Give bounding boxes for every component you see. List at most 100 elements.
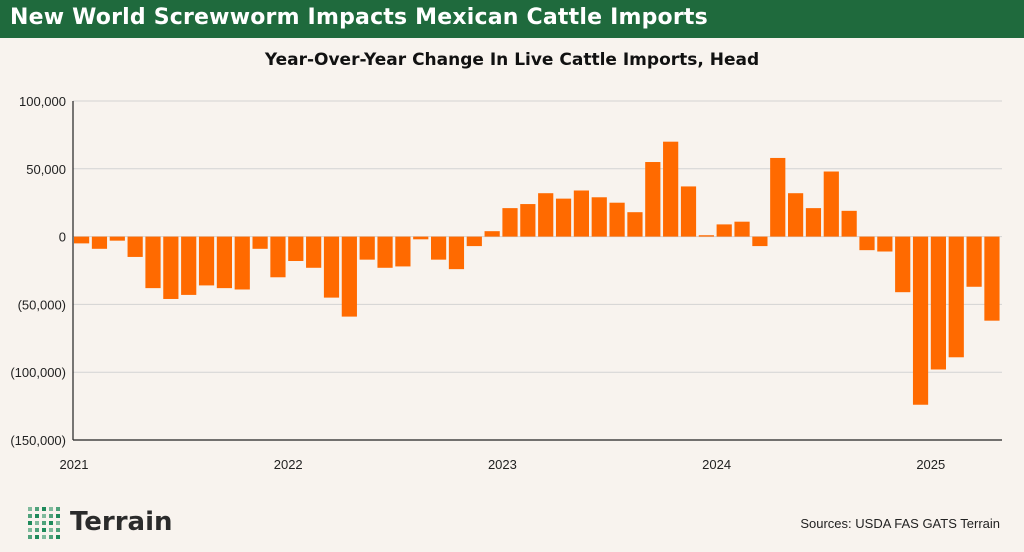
bar — [930, 236, 946, 370]
bar — [841, 210, 857, 237]
bar — [216, 236, 232, 289]
y-tick-label: (50,000) — [18, 297, 66, 312]
bar — [395, 236, 411, 267]
chart-title: Year-Over-Year Change In Live Cattle Imp… — [264, 50, 760, 70]
bar — [966, 236, 982, 287]
logo-dot — [56, 507, 60, 511]
bar — [377, 236, 393, 268]
logo-dot — [28, 521, 32, 525]
logo-dot — [28, 528, 32, 532]
logo-dot — [49, 528, 53, 532]
logo-dot — [42, 521, 46, 525]
bar — [448, 236, 465, 270]
bar — [198, 236, 215, 286]
bar — [627, 212, 643, 237]
logo-dot — [42, 535, 46, 539]
x-tick-label: 2025 — [916, 457, 945, 472]
bar — [752, 236, 768, 247]
axes — [72, 101, 1002, 441]
bar — [609, 202, 625, 237]
bar — [466, 236, 482, 247]
bar — [770, 157, 786, 237]
bar — [984, 236, 1000, 321]
logo-dot — [49, 521, 53, 525]
bar — [431, 236, 447, 260]
bar — [359, 236, 375, 260]
bar — [145, 236, 161, 289]
bar — [645, 162, 661, 237]
bar — [109, 236, 125, 241]
logo-dot — [35, 535, 39, 539]
x-tick-label: 2024 — [702, 457, 731, 472]
bar — [127, 236, 143, 257]
bar — [948, 236, 964, 358]
y-tick-label: 0 — [59, 230, 66, 245]
bar — [74, 236, 90, 244]
bar — [823, 171, 839, 237]
y-axis-tick-labels: 100,000 50,000 0 (50,000) (100,000) (150,000) — [10, 94, 66, 448]
logo-dot — [35, 528, 39, 532]
logo-dot — [49, 507, 53, 511]
bar — [323, 236, 340, 298]
bar — [163, 236, 179, 299]
logo-dot — [42, 514, 46, 518]
bar — [895, 236, 911, 293]
bar — [341, 236, 357, 317]
bar — [663, 141, 679, 237]
header-bar: New World Screwworm Impacts Mexican Catt… — [0, 0, 1024, 38]
x-tick-label: 2023 — [488, 457, 517, 472]
bar — [591, 197, 607, 237]
bar — [805, 208, 822, 237]
x-axis-tick-labels: 2021 2022 2023 2024 2025 — [60, 457, 946, 472]
logo-dot — [56, 535, 60, 539]
bar — [877, 236, 893, 252]
bar — [484, 231, 500, 237]
logo-dot — [35, 521, 39, 525]
bar — [859, 236, 875, 251]
bar — [252, 236, 268, 249]
logo-dot — [49, 535, 53, 539]
bar — [91, 236, 108, 249]
logo-dot — [28, 514, 32, 518]
y-tick-label: 50,000 — [26, 162, 66, 177]
logo-dot — [42, 507, 46, 511]
bar — [288, 236, 304, 262]
y-tick-label: 100,000 — [19, 94, 66, 109]
bar — [306, 236, 322, 268]
bar — [573, 190, 589, 237]
bar — [788, 193, 804, 237]
bar — [502, 208, 518, 237]
terrain-logo: Terrain — [26, 505, 206, 541]
bar — [520, 204, 536, 237]
bar — [181, 236, 197, 295]
bar — [270, 236, 286, 278]
logo-dot — [56, 528, 60, 532]
bar — [680, 186, 697, 237]
logo-dot — [42, 528, 46, 532]
logo-dot — [56, 514, 60, 518]
bar — [234, 236, 250, 290]
logo-dot — [35, 514, 39, 518]
x-tick-label: 2021 — [60, 457, 89, 472]
bar — [538, 193, 554, 237]
y-tick-label: (150,000) — [10, 433, 66, 448]
y-tick-label: (100,000) — [10, 365, 66, 380]
bar — [734, 221, 750, 237]
bar — [698, 235, 714, 237]
sources-note: Sources: USDA FAS GATS Terrain — [800, 516, 1000, 531]
bar — [555, 198, 572, 237]
bar — [413, 236, 429, 240]
page-title: New World Screwworm Impacts Mexican Catt… — [10, 5, 708, 30]
logo-dot — [28, 535, 32, 539]
bars — [74, 141, 1000, 405]
logo-dot — [49, 514, 53, 518]
dot-grid-logo-icon — [28, 507, 60, 539]
logo-dot — [35, 507, 39, 511]
logo-dot — [56, 521, 60, 525]
bar-chart: 100,000 50,000 0 (50,000) (100,000) (150,000)… — [10, 94, 1002, 472]
x-tick-label: 2022 — [274, 457, 303, 472]
bar — [912, 236, 929, 405]
logo-dot — [28, 507, 32, 511]
bar — [716, 224, 732, 237]
brand-name: Terrain — [70, 507, 173, 537]
